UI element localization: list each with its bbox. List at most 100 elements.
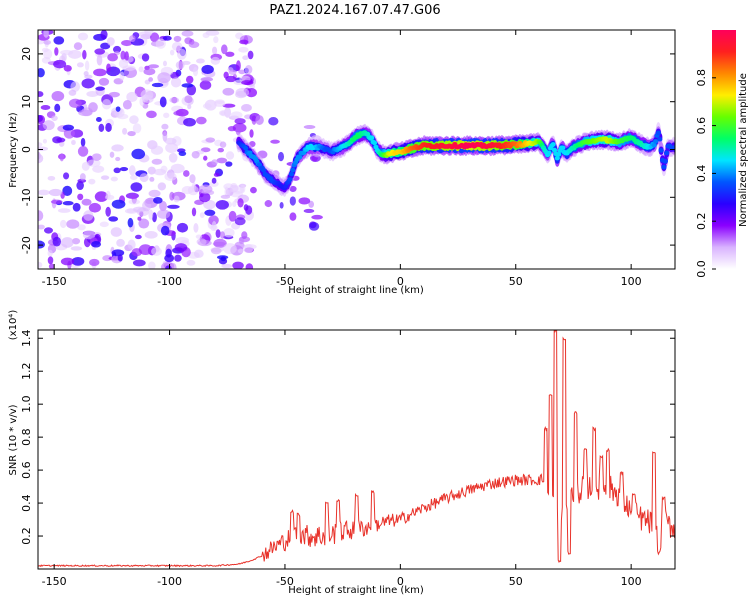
noise-blob <box>196 238 207 246</box>
noise-blob <box>167 204 180 209</box>
ridge-segment <box>288 171 295 177</box>
noise-blob <box>128 199 140 205</box>
noise-blob <box>88 258 100 267</box>
noise-blob <box>129 165 136 176</box>
noise-blob <box>255 115 264 125</box>
noise-blob <box>41 56 51 64</box>
spectrogram-xlabel: Height of straight line (km) <box>288 285 424 296</box>
snr-panel: -150 -100 -50 0 50 100 0.2 0.4 0.6 0.8 1.0 1.2 1.4 H… <box>8 310 676 596</box>
noise-blob <box>311 214 323 220</box>
snr-ytick-label: 1.2 <box>20 362 33 380</box>
noise-blob <box>247 50 254 60</box>
noise-blob <box>129 35 136 43</box>
noise-blob <box>47 175 56 181</box>
noise-blob <box>202 32 210 39</box>
noise-blob <box>117 254 123 262</box>
noise-blob <box>205 137 216 143</box>
noise-blob <box>99 221 109 228</box>
ridge-segment <box>672 144 675 150</box>
noise-blob <box>72 202 81 212</box>
noise-blob <box>164 172 177 181</box>
ridge-segment <box>261 167 267 173</box>
noise-blob <box>217 147 224 153</box>
noise-blob <box>71 237 81 245</box>
noise-blob <box>177 48 187 60</box>
colorbar-tick-label: 0.4 <box>695 165 708 183</box>
noise-blob <box>107 53 119 62</box>
noise-blob <box>38 68 45 78</box>
noise-blob <box>47 249 53 257</box>
noise-blob <box>44 227 53 234</box>
noise-blob <box>165 142 179 153</box>
noise-blob <box>135 234 142 240</box>
noise-blob <box>110 176 118 182</box>
noise-blob <box>146 110 157 119</box>
noise-blob <box>84 60 90 71</box>
noise-blob <box>59 219 67 229</box>
ridge-segment <box>551 147 558 153</box>
noise-blob <box>223 243 237 255</box>
noise-blob <box>169 191 175 201</box>
noise-blob <box>106 63 111 73</box>
noise-blob <box>70 246 83 251</box>
noise-blob <box>240 184 246 194</box>
noise-blob <box>268 117 279 126</box>
noise-blob <box>245 263 254 269</box>
noise-blob <box>163 112 170 119</box>
colorbar-tick-label: 0.8 <box>695 69 708 87</box>
spectrogram-ytick-label: -10 <box>20 188 33 206</box>
noise-blob <box>178 151 187 157</box>
noise-blob <box>62 185 73 196</box>
spectrogram-ylabel: Frequency (Hz) <box>8 112 19 188</box>
noise-blob <box>193 223 199 233</box>
noise-blob <box>66 219 80 229</box>
noise-blob <box>213 100 226 107</box>
noise-blob <box>219 141 227 148</box>
noise-blob <box>187 104 192 110</box>
noise-blob <box>289 212 297 221</box>
noise-blob <box>131 148 146 160</box>
noise-blob <box>78 109 93 117</box>
noise-blob <box>88 102 98 113</box>
noise-blob <box>116 238 125 247</box>
noise-blob <box>38 261 43 268</box>
snr-axes: -150 -100 -50 0 50 100 0.2 0.4 0.6 0.8 1.0 1.2 1.4 <box>20 329 675 588</box>
noise-blob <box>164 137 177 145</box>
noise-blob <box>234 118 246 125</box>
noise-blob <box>165 265 172 269</box>
noise-blob <box>162 60 167 67</box>
noise-blob <box>76 181 84 191</box>
noise-blob <box>71 139 76 146</box>
colorbar-tick-label: 0.0 <box>695 260 708 278</box>
noise-blob <box>95 86 106 91</box>
noise-blob <box>195 116 207 125</box>
noise-blob <box>238 46 249 53</box>
noise-blob <box>223 227 235 238</box>
noise-blob <box>244 64 253 75</box>
noise-blob <box>138 218 150 229</box>
noise-blob <box>221 263 233 269</box>
noise-blob <box>42 120 55 131</box>
noise-blob <box>170 163 185 174</box>
noise-blob <box>151 158 163 165</box>
noise-blob <box>51 115 58 121</box>
noise-blob <box>218 109 231 117</box>
snr-ytick-label: 0.6 <box>20 461 33 479</box>
noise-blob <box>201 64 214 74</box>
noise-blob <box>60 49 74 56</box>
noise-blob <box>100 175 110 180</box>
spectrogram-xtick-label: -50 <box>276 275 294 288</box>
ridge-segment <box>655 130 661 136</box>
colorbar-tick-label: 0.2 <box>695 212 708 230</box>
noise-blob <box>148 261 156 269</box>
noise-blob <box>148 77 154 82</box>
noise-blob <box>38 114 46 125</box>
noise-blob <box>222 87 235 96</box>
spectrogram-blobs <box>38 30 675 269</box>
noise-blob <box>132 259 146 267</box>
noise-blob <box>86 159 101 167</box>
snr-ytick-label: 0.2 <box>20 527 33 545</box>
noise-blob <box>159 96 167 108</box>
noise-blob <box>196 58 205 64</box>
